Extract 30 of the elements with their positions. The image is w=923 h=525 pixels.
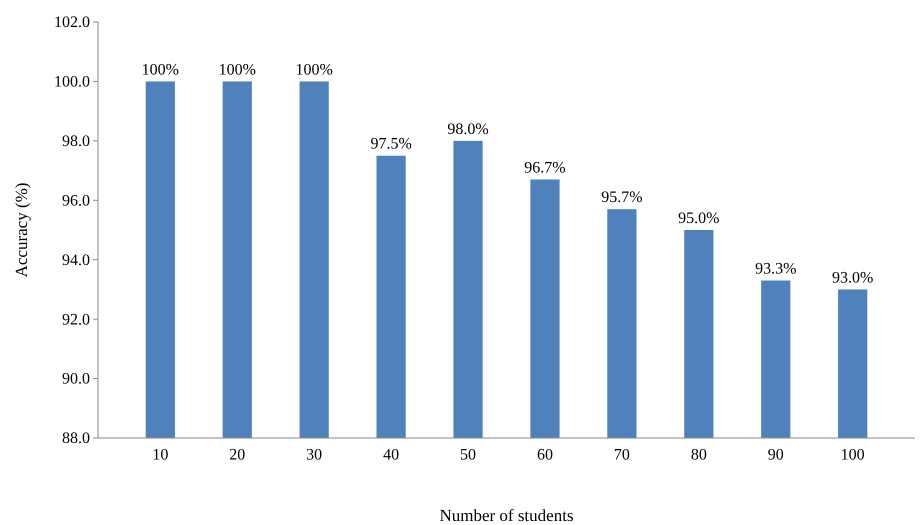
- x-tick-label: 90: [768, 446, 784, 464]
- x-axis-title: Number of students: [439, 506, 574, 525]
- data-label: 98.0%: [447, 120, 489, 138]
- data-label: 95.0%: [678, 210, 720, 227]
- data-label: 93.3%: [755, 260, 796, 278]
- y-tick-label: 92.0: [62, 311, 90, 328]
- y-tick-label: 94.0: [62, 252, 90, 269]
- y-tick-label: 98.0: [62, 132, 90, 150]
- x-tick-label: 80: [690, 446, 707, 464]
- x-tick-label: 100: [840, 446, 865, 464]
- data-label: 100%: [218, 61, 256, 78]
- data-label: 97.5%: [370, 136, 412, 153]
- x-tick-label: 70: [614, 446, 630, 464]
- y-tick-label: 90.0: [62, 370, 90, 388]
- x-tick-label: 60: [536, 446, 553, 464]
- x-tick-label: 20: [229, 446, 246, 464]
- x-tick-label: 10: [152, 446, 168, 464]
- x-tick-label: 30: [306, 446, 322, 464]
- y-tick-label: 96.0: [62, 192, 90, 210]
- y-axis-title: Accuracy (%): [12, 182, 31, 278]
- y-tick-label: 88.0: [62, 430, 90, 448]
- y-tick-label: 100.0: [54, 74, 90, 91]
- x-tick-label: 50: [460, 446, 476, 464]
- data-label: 95.7%: [601, 189, 643, 206]
- data-label: 100%: [142, 61, 179, 78]
- y-tick-label: 102.0: [54, 14, 90, 32]
- data-label: 100%: [296, 61, 333, 78]
- x-tick-label: 40: [383, 446, 400, 464]
- data-label: 93.0%: [832, 269, 874, 286]
- data-label: 96.7%: [524, 159, 566, 176]
